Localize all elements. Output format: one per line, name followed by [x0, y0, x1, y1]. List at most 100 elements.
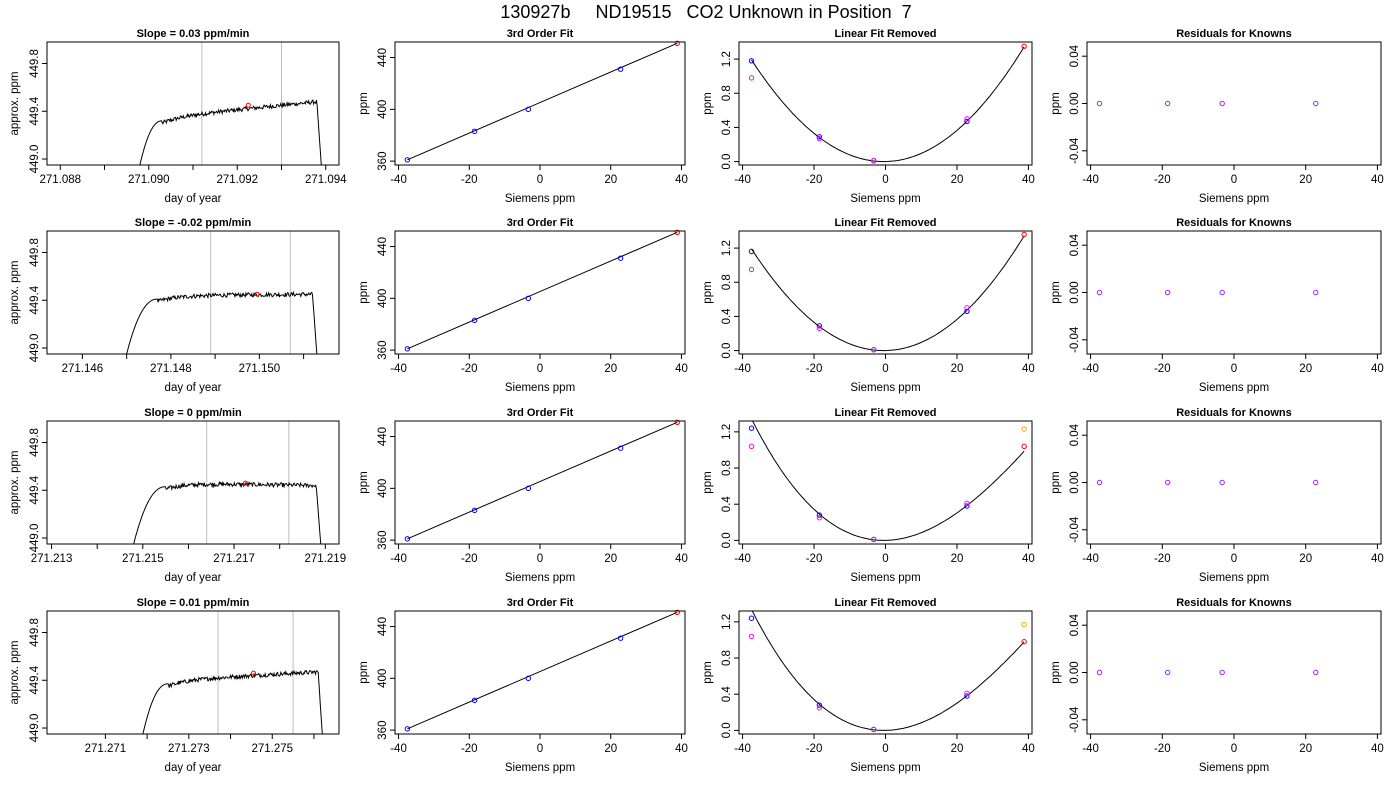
x-tick-label: -40	[390, 363, 407, 375]
data-point	[674, 609, 680, 615]
y-tick-label: 0.00	[1069, 92, 1081, 114]
x-tick-label: -20	[461, 174, 478, 186]
data-trace	[142, 669, 323, 734]
data-point	[1021, 43, 1027, 49]
x-tick-label: -20	[461, 553, 478, 565]
data-point	[674, 40, 680, 46]
panel-title: Slope = -0.02 ppm/min	[135, 217, 252, 229]
panel-title: Residuals for Knowns	[1176, 28, 1292, 40]
y-tick-label: 0.04	[1069, 423, 1081, 446]
data-point	[748, 58, 755, 64]
data-point	[748, 633, 755, 640]
x-tick-label: 271.088	[39, 174, 81, 186]
panel-grid: Slope = 0.03 ppm/min 271.088 271.090 271.09…	[9, 28, 1384, 774]
y-tick-label: 360	[377, 341, 389, 360]
x-tick-label: 40	[1371, 174, 1384, 186]
y-tick-label: 400	[377, 100, 389, 119]
y-axis-label: approx. ppm	[9, 72, 21, 136]
data-point	[1096, 479, 1103, 486]
x-tick-label: -40	[390, 743, 407, 755]
y-tick-label: 449.8	[29, 618, 41, 647]
data-point	[1313, 100, 1319, 107]
x-tick-label: -20	[806, 553, 823, 565]
x-tick-label: 40	[1022, 363, 1035, 375]
x-tick-label: 0	[1231, 363, 1237, 375]
y-tick-label: 0.8	[721, 85, 733, 101]
panel-linear-removed-row4: Linear Fit Removed -40 -20 0 20 40 0.0 0.4 0.8 1.…	[702, 597, 1035, 774]
panel-fit-row1: 3rd Order Fit -40 -20 0 20 40 360 400 440 Siemens…	[358, 28, 688, 205]
y-axis-label: ppm	[1050, 471, 1062, 493]
x-tick-label: 40	[675, 363, 688, 375]
y-tick-label: 0.4	[721, 119, 733, 136]
y-axis-label: ppm	[702, 92, 714, 114]
y-tick-label: 449.8	[29, 49, 41, 78]
plot-frame	[738, 610, 1033, 735]
fit-line	[407, 611, 678, 730]
x-axis-label: Siemens ppm	[1199, 572, 1269, 584]
x-tick-label: -40	[734, 363, 751, 375]
x-axis-label: Siemens ppm	[850, 572, 920, 584]
y-tick-label: 0.4	[721, 686, 733, 703]
x-axis-label: Siemens ppm	[850, 762, 920, 774]
y-axis-label: ppm	[358, 92, 370, 114]
fit-line	[407, 231, 678, 350]
y-tick-label: 1.2	[721, 614, 733, 630]
x-tick-label: 20	[951, 743, 964, 755]
data-point	[242, 480, 248, 486]
x-tick-label: 40	[1022, 743, 1035, 755]
data-point	[964, 693, 970, 699]
data-point	[748, 443, 755, 450]
x-tick-label: 40	[1371, 553, 1384, 565]
data-point	[748, 248, 755, 255]
data-point	[525, 485, 532, 492]
x-tick-label: -20	[806, 363, 823, 375]
data-point	[471, 507, 478, 514]
panel-title: 3rd Order Fit	[507, 217, 574, 229]
x-axis-label: Siemens ppm	[850, 382, 920, 394]
data-point	[1096, 100, 1103, 107]
data-trace	[139, 99, 322, 165]
data-point	[816, 512, 823, 518]
y-axis-label: ppm	[702, 281, 714, 303]
x-axis-label: Siemens ppm	[505, 572, 575, 584]
x-tick-label: -20	[1154, 553, 1171, 565]
x-tick-label: -40	[390, 174, 407, 186]
data-point	[1313, 669, 1319, 676]
panel-title: Linear Fit Removed	[834, 28, 936, 40]
panel-fit-row3: 3rd Order Fit -40 -20 0 20 40 360 400 440 Siemens…	[358, 407, 688, 584]
panel-title: Residuals for Knowns	[1176, 407, 1292, 419]
y-tick-label: 440	[377, 48, 389, 67]
data-point	[1219, 289, 1225, 296]
panel-title: Residuals for Knowns	[1176, 597, 1292, 609]
data-point	[816, 325, 823, 332]
plot-frame	[46, 420, 340, 545]
x-tick-label: 20	[1299, 553, 1312, 565]
panel-time-series-row1: Slope = 0.03 ppm/min 271.088 271.090 271.09…	[9, 28, 347, 205]
data-point	[871, 158, 877, 164]
x-axis-label: day of year	[165, 193, 222, 205]
data-point	[1021, 621, 1027, 628]
data-point	[617, 66, 624, 72]
data-point	[525, 675, 532, 682]
data-point	[1219, 100, 1225, 107]
y-tick-label: 440	[377, 427, 389, 446]
x-tick-label: 0	[882, 363, 888, 375]
plot-frame	[738, 420, 1033, 545]
x-tick-label: 271.213	[31, 553, 73, 565]
data-point	[525, 295, 532, 302]
plot-area	[751, 611, 1025, 731]
data-point	[964, 500, 970, 507]
data-point	[404, 157, 411, 163]
x-axis-label: day of year	[165, 382, 222, 394]
fit-curve	[751, 46, 1025, 163]
x-axis-label: Siemens ppm	[1199, 382, 1269, 394]
data-point	[674, 229, 680, 235]
data-point	[871, 726, 877, 733]
plot-frame	[1086, 230, 1382, 355]
x-tick-label: -40	[734, 553, 751, 565]
x-axis-label: Siemens ppm	[1199, 762, 1269, 774]
y-tick-label: 0.0	[721, 532, 733, 548]
y-tick-label: -0.04	[1069, 706, 1081, 733]
x-tick-label: 20	[1299, 743, 1312, 755]
x-tick-label: 20	[1299, 174, 1312, 186]
